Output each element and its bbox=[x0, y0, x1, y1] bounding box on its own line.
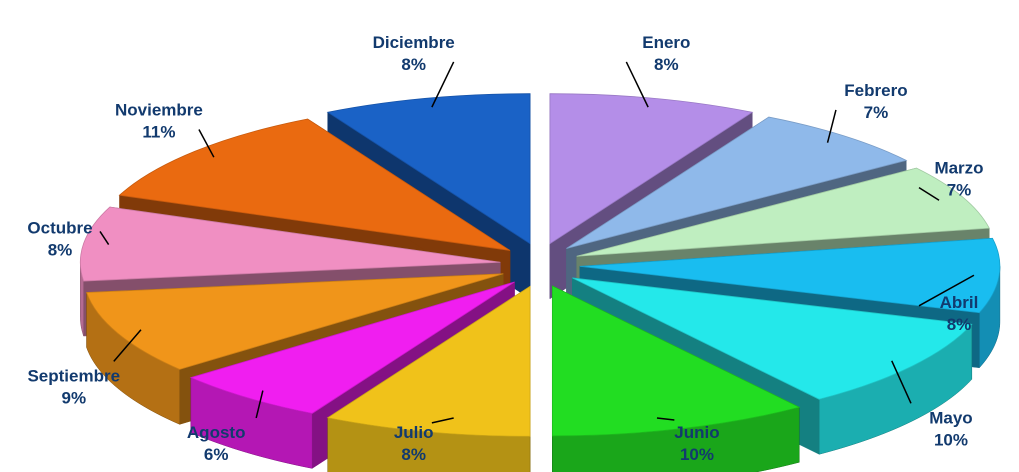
slice-diciembre bbox=[326, 93, 531, 245]
leader-line-mayo bbox=[891, 360, 912, 404]
leader-line-octubre bbox=[99, 231, 110, 245]
slice-percent-febrero: 7% bbox=[864, 103, 889, 122]
slice-marzo bbox=[576, 167, 990, 257]
slice-percent-agosto: 6% bbox=[204, 445, 229, 464]
slice-mayo bbox=[572, 277, 973, 400]
leader-lines bbox=[99, 61, 975, 424]
slice-percent-diciembre: 8% bbox=[401, 55, 426, 74]
slice-septiembre bbox=[86, 273, 504, 370]
slice-name-febrero: Febrero bbox=[844, 81, 907, 100]
slice-name-octubre: Octubre bbox=[27, 218, 92, 237]
leader-line-junio bbox=[656, 417, 675, 421]
slice-percent-septiembre: 9% bbox=[61, 388, 86, 407]
slice-name-enero: Enero bbox=[642, 33, 690, 52]
leader-line-julio bbox=[431, 417, 454, 424]
leader-line-diciembre bbox=[431, 61, 455, 108]
slice-name-noviembre: Noviembre bbox=[115, 101, 203, 120]
leader-line-noviembre bbox=[198, 129, 215, 158]
slice-julio bbox=[326, 285, 531, 437]
slice-percent-abril: 8% bbox=[947, 315, 972, 334]
slice-percent-octubre: 8% bbox=[48, 240, 73, 259]
slice-percent-mayo: 10% bbox=[934, 430, 968, 449]
slice-abril bbox=[579, 237, 1001, 314]
leader-line-agosto bbox=[255, 390, 264, 419]
slice-name-agosto: Agosto bbox=[187, 423, 246, 442]
slice-febrero bbox=[566, 116, 908, 249]
slice-name-marzo: Marzo bbox=[934, 159, 983, 178]
leader-line-abril bbox=[918, 274, 975, 307]
leader-line-febrero bbox=[826, 109, 837, 143]
slice-percent-junio: 10% bbox=[680, 445, 714, 464]
leader-line-septiembre bbox=[113, 329, 142, 362]
slice-noviembre bbox=[118, 118, 511, 251]
slice-percent-marzo: 7% bbox=[947, 181, 972, 200]
slice-junio bbox=[551, 285, 801, 437]
slice-octubre bbox=[79, 206, 501, 282]
leader-line-enero bbox=[625, 61, 649, 108]
slice-percent-noviembre: 11% bbox=[142, 123, 175, 142]
slice-name-junio: Junio bbox=[674, 423, 719, 442]
slice-name-abril: Abril bbox=[940, 293, 979, 312]
slice-name-julio: Julio bbox=[394, 423, 434, 442]
slice-name-diciembre: Diciembre bbox=[373, 33, 455, 52]
leader-line-marzo bbox=[918, 186, 940, 201]
slice-percent-enero: 8% bbox=[654, 55, 679, 74]
slice-agosto bbox=[189, 281, 515, 414]
slice-labels: Enero 8% Febrero 7% Marzo 7% Abril 8% Mayo 10% Jun… bbox=[27, 33, 983, 464]
slice-name-septiembre: Septiembre bbox=[27, 366, 120, 385]
slice-name-mayo: Mayo bbox=[929, 408, 972, 427]
slice-percent-julio: 8% bbox=[401, 445, 426, 464]
slice-tops bbox=[79, 93, 1001, 437]
slice-enero bbox=[549, 93, 754, 245]
